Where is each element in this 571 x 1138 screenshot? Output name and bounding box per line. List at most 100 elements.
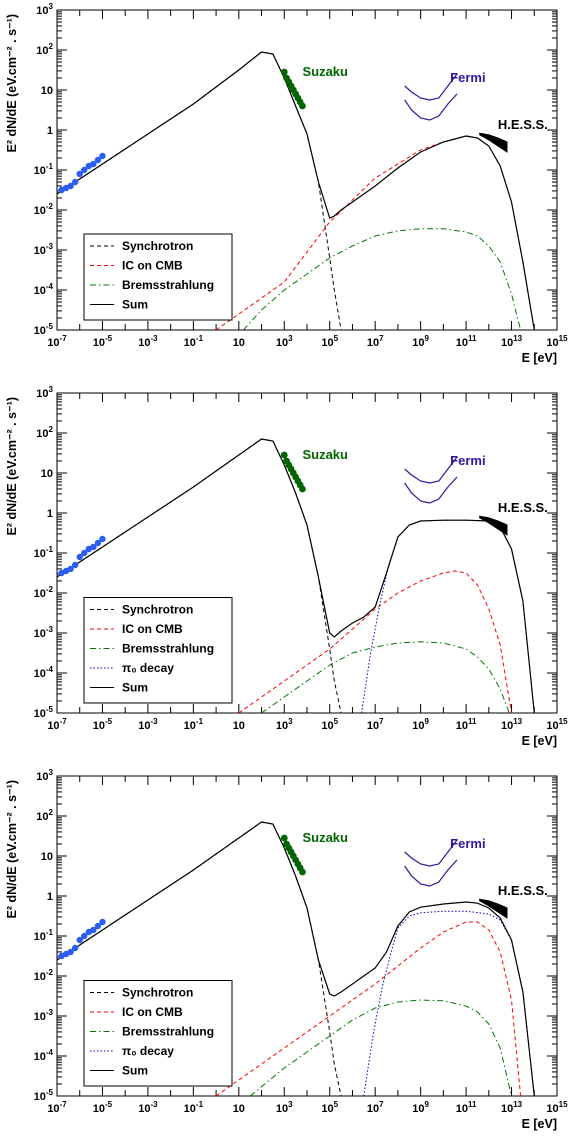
y-tick-label: 103 xyxy=(36,385,53,400)
series-line-sum xyxy=(57,821,535,1096)
y-tick-label-base: 1 xyxy=(47,891,53,903)
y-tick-label-base: 10 xyxy=(36,428,48,440)
legend-box xyxy=(83,980,233,1087)
radio-point xyxy=(94,539,102,547)
legend-label-synchrotron: Synchrotron xyxy=(122,986,193,1000)
y-tick-label-exp: -2 xyxy=(46,585,54,594)
x-tick-label-exp: 9 xyxy=(425,334,430,343)
series-line-bremsstrahlung xyxy=(243,228,522,330)
x-tick-label: 107 xyxy=(367,717,384,732)
x-tick-label: 109 xyxy=(412,334,429,349)
x-tick-label-base: 10 xyxy=(367,720,379,732)
x-tick-label-base: 10 xyxy=(276,337,288,349)
y-tick-label-base: 10 xyxy=(34,548,46,560)
y-tick-label-exp: -4 xyxy=(46,665,54,674)
y-tick-label-base: 10 xyxy=(34,205,46,217)
legend-label-ic_cmb: IC on CMB xyxy=(122,1005,183,1019)
suzaku-point xyxy=(280,451,288,459)
y-tick-label-base: 10 xyxy=(34,325,46,337)
fermi-curve xyxy=(404,839,458,867)
radio-point xyxy=(71,561,79,569)
x-axis-title: E [eV] xyxy=(522,1117,557,1131)
y-tick-label-exp: -5 xyxy=(46,322,54,331)
x-tick-label-exp: 13 xyxy=(513,1100,522,1109)
x-tick-label-base: 10 xyxy=(456,1103,468,1115)
hess-band xyxy=(479,132,508,153)
hess-band xyxy=(479,898,508,919)
x-tick-label: 103 xyxy=(276,1100,293,1115)
y-tick-label: 10-4 xyxy=(34,282,54,297)
y-tick-label-exp: -4 xyxy=(46,1048,54,1057)
hess-label: H.E.S.S. xyxy=(498,117,548,132)
x-tick-label: 1013 xyxy=(501,717,523,732)
x-tick-label-exp: -5 xyxy=(105,334,113,343)
radio-point xyxy=(94,922,102,930)
x-tick-label-base: 10 xyxy=(184,1103,196,1115)
radio-point xyxy=(90,926,97,934)
y-tick-label-base: 10 xyxy=(34,1051,46,1063)
radio-point xyxy=(67,182,74,190)
legend-label-bremsstrahlung: Bremsstrahlung xyxy=(122,1025,214,1039)
x-tick-label: 10-7 xyxy=(47,334,67,349)
y-tick-label: 103 xyxy=(36,768,53,783)
y-tick-label-base: 10 xyxy=(36,388,48,400)
y-axis-title: E² dN/dE (eV.cm⁻² . s⁻¹) xyxy=(5,780,19,918)
radio-point xyxy=(94,156,102,164)
x-tick-label-exp: 15 xyxy=(559,717,568,726)
x-tick-label-exp: 3 xyxy=(288,717,293,726)
y-tick-label-exp: -2 xyxy=(46,968,54,977)
y-tick-label-exp: 2 xyxy=(49,425,54,434)
x-tick-label-exp: 5 xyxy=(334,334,339,343)
radio-point xyxy=(76,553,83,561)
radio-point xyxy=(67,565,74,573)
x-tick-label-exp: 13 xyxy=(513,717,522,726)
y-tick-label-base: 10 xyxy=(34,1091,46,1103)
y-tick-label-exp: -1 xyxy=(46,928,54,937)
x-axis-title: E [eV] xyxy=(522,351,557,365)
x-tick-label: 1015 xyxy=(546,1100,568,1115)
y-tick-label-base: 10 xyxy=(34,588,46,600)
x-tick-label: 109 xyxy=(412,717,429,732)
y-tick-label: 10 xyxy=(41,468,53,480)
series-line-ic_cmb xyxy=(215,135,535,330)
x-tick-label: 10-7 xyxy=(47,1100,67,1115)
y-tick-label: 10-5 xyxy=(34,322,54,337)
plot-area xyxy=(57,51,535,330)
x-tick-label-exp: 7 xyxy=(379,334,384,343)
x-tick-label-base: 10 xyxy=(233,720,245,732)
x-tick-label-exp: 11 xyxy=(468,334,477,343)
x-tick-label: 1013 xyxy=(501,334,523,349)
x-tick-label: 10-1 xyxy=(184,717,204,732)
x-tick-label-base: 10 xyxy=(184,337,196,349)
radio-point xyxy=(81,932,88,940)
legend-label-pi0: π₀ decay xyxy=(122,661,174,675)
suzaku-point xyxy=(299,868,306,876)
x-tick-label-base: 10 xyxy=(321,1103,333,1115)
x-tick-label-base: 10 xyxy=(456,720,468,732)
x-tick-label-base: 10 xyxy=(412,720,424,732)
legend-box xyxy=(83,597,233,704)
y-tick-label: 1 xyxy=(47,508,53,520)
y-tick-label: 1 xyxy=(47,891,53,903)
y-tick-label-base: 1 xyxy=(47,125,53,137)
x-tick-label-exp: 9 xyxy=(425,717,430,726)
legend-label-bremsstrahlung: Bremsstrahlung xyxy=(122,642,214,656)
y-tick-label-base: 10 xyxy=(34,165,46,177)
y-tick-label: 10-1 xyxy=(34,545,54,560)
y-axis-title: E² dN/dE (eV.cm⁻² . s⁻¹) xyxy=(5,14,19,152)
x-tick-label: 1011 xyxy=(456,334,477,349)
y-tick-label: 1 xyxy=(47,125,53,137)
x-tick-label-base: 10 xyxy=(47,337,59,349)
suzaku-point xyxy=(299,102,306,110)
fermi-curve xyxy=(404,859,458,887)
fermi-curve xyxy=(404,93,458,121)
x-tick-label-base: 10 xyxy=(321,337,333,349)
legend-label-sum: Sum xyxy=(122,298,148,312)
legend-label-synchrotron: Synchrotron xyxy=(122,603,193,617)
y-tick-label-base: 10 xyxy=(36,45,48,57)
y-tick-label-base: 10 xyxy=(34,708,46,720)
chart-panel-3: 10-7 10-5 10-3 10-1 10 103 105 107 109 1011 1013 10… xyxy=(5,768,568,1131)
x-tick-label-exp: -5 xyxy=(105,717,113,726)
x-tick-label-base: 10 xyxy=(93,1103,105,1115)
